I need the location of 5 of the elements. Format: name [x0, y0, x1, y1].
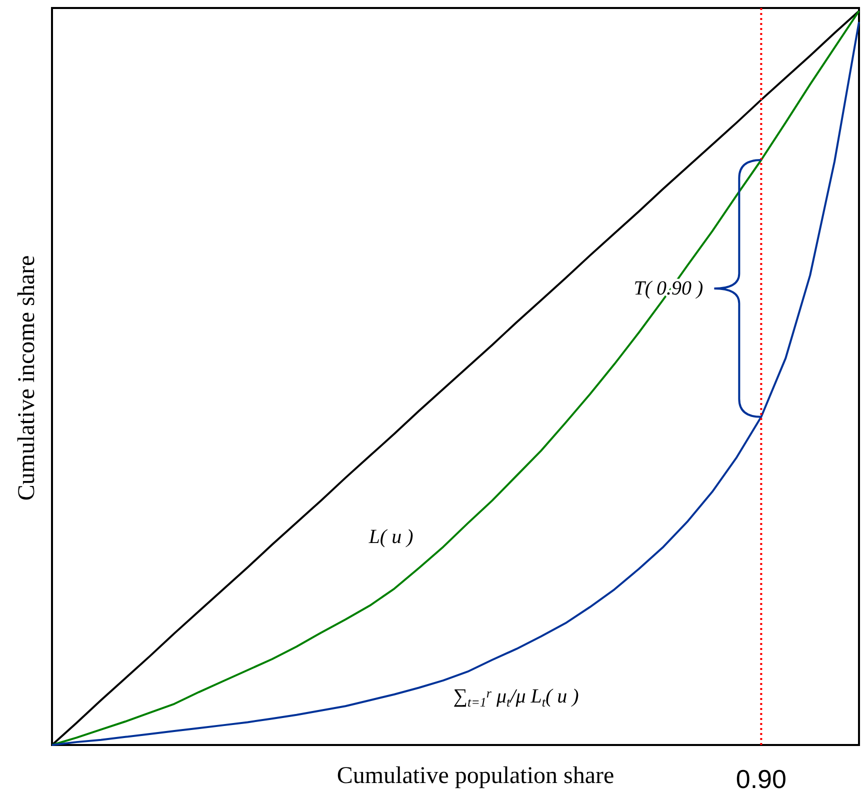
- series-label: ∑$_{t=1}$$^{r}$ μ$_{t}$/μ L$_{t}$( u ): [453, 685, 580, 710]
- x-axis-title: Cumulative population share: [336, 763, 614, 789]
- series-label: L( u ): [368, 526, 414, 548]
- text: 0.90: [736, 764, 786, 794]
- y-axis-title: Cumulative income share: [14, 255, 40, 501]
